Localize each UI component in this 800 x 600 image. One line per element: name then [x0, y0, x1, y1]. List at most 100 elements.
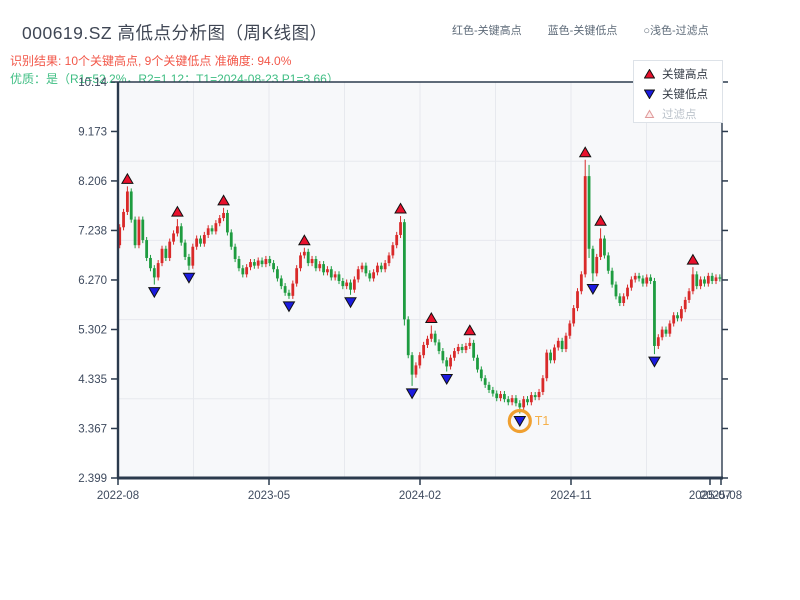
candle [183, 242, 187, 257]
candle [526, 399, 529, 403]
x-tick-label: 2023-05 [248, 490, 290, 502]
candle [241, 268, 245, 275]
candle [464, 345, 468, 351]
candle [453, 351, 456, 358]
candle [414, 365, 418, 375]
candle [610, 270, 614, 285]
candle [699, 279, 703, 287]
color-key: 红色-关键高点 蓝色-关键低点 ○浅色-过滤点 [452, 22, 709, 38]
t1-label: T1 [535, 414, 550, 428]
candle [149, 257, 152, 269]
candle [233, 246, 237, 260]
candle [272, 263, 275, 270]
candle [641, 278, 645, 284]
x-tick-label: 2024-11 [550, 490, 591, 502]
candle [122, 211, 125, 228]
candle [583, 176, 587, 275]
key-low-marker [586, 284, 600, 296]
candle [545, 352, 549, 379]
y-tick-label: 6.270 [78, 275, 107, 287]
candle [672, 315, 676, 324]
candle [718, 277, 722, 279]
legend-item-key-high: 关键高点 [644, 64, 722, 84]
candle [360, 265, 364, 270]
candle [426, 338, 429, 345]
candle [553, 347, 556, 361]
candle [129, 191, 133, 220]
candle [260, 260, 264, 265]
candle [379, 265, 383, 270]
candle [710, 275, 714, 281]
candle [268, 259, 272, 264]
y-tick-label: 7.238 [78, 225, 107, 237]
candle [345, 282, 349, 287]
candle [179, 226, 183, 243]
chart-legend: 关键高点 关键低点 过滤点 [633, 60, 723, 123]
candle [503, 394, 506, 400]
candle [595, 256, 599, 274]
candle [576, 291, 579, 309]
candle [645, 277, 649, 284]
key-high-marker [463, 324, 477, 336]
legend-label: 过滤点 [662, 109, 697, 121]
candle [703, 279, 706, 284]
filter-point-triangle-icon [644, 109, 655, 118]
candle [406, 319, 410, 356]
y-tick-label: 9.173 [78, 126, 107, 138]
candle [329, 269, 333, 278]
candle [137, 219, 141, 246]
candle [349, 282, 352, 290]
key-low-marker [405, 388, 419, 400]
candle [633, 275, 637, 280]
candle [152, 268, 156, 278]
candle [614, 284, 618, 297]
candle [441, 351, 445, 361]
key-high-marker [217, 194, 230, 206]
candle [549, 352, 552, 361]
candle [252, 262, 256, 266]
candle [318, 264, 322, 269]
candle [302, 251, 306, 256]
candle [206, 228, 210, 235]
candle [629, 279, 633, 288]
candle [145, 240, 149, 258]
candle [356, 269, 360, 280]
candle [168, 241, 172, 258]
key-low-marker [513, 415, 527, 427]
candle [337, 274, 341, 281]
t1-circle-icon [507, 408, 532, 434]
candle [487, 384, 491, 390]
key-low-marker [182, 272, 196, 284]
candle [402, 222, 406, 320]
candle [468, 342, 472, 346]
candle [491, 389, 495, 394]
candle [391, 245, 395, 256]
candle [291, 283, 295, 296]
y-tick-label: 5.302 [78, 324, 107, 336]
candle [518, 403, 522, 408]
candle [322, 264, 325, 273]
candle [668, 323, 672, 334]
candle [603, 238, 606, 256]
candle [164, 248, 168, 258]
candle [352, 279, 356, 290]
color-key-filter: ○浅色-过滤点 [643, 25, 709, 37]
candle [637, 275, 641, 279]
candle [687, 291, 691, 300]
candle [218, 218, 222, 224]
candle [383, 263, 387, 270]
key-high-marker [686, 253, 700, 265]
key-high-marker [394, 202, 407, 214]
candle [156, 263, 160, 278]
key-low-marker [282, 301, 296, 313]
candle [622, 296, 626, 303]
candle [656, 337, 660, 346]
candle [125, 191, 129, 212]
candle [510, 398, 514, 403]
x-tick-label: 2022-08 [97, 490, 139, 502]
candle [191, 246, 195, 266]
y-tick-label: 3.367 [78, 423, 107, 435]
candle [283, 286, 287, 293]
candle [314, 259, 318, 269]
